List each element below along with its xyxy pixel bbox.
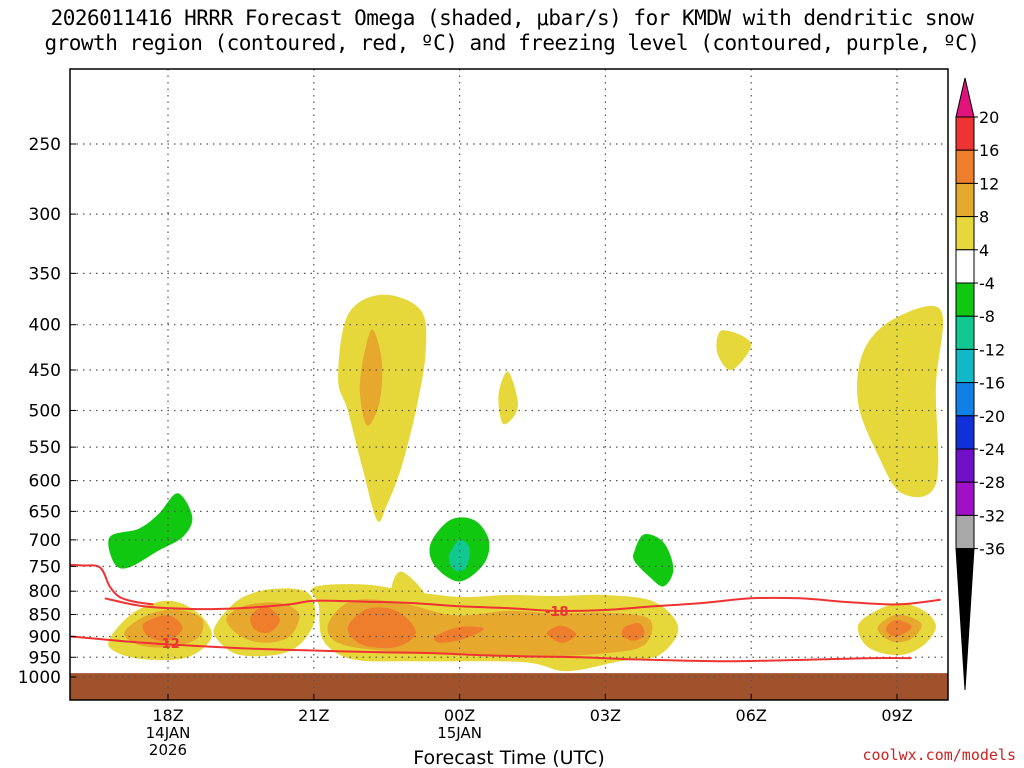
- omega-region-19: [621, 623, 645, 641]
- colorbar-label: -32: [979, 506, 1005, 525]
- y-tick-label: 450: [29, 361, 61, 381]
- colorbar-label: -20: [979, 407, 1005, 426]
- colorbar: 20 16 12 8 4 -4 -8 -12 -16 -20 -24 -28 -32 -36: [955, 77, 1005, 691]
- title-line-2: growth region (contoured, red, ºC) and f…: [44, 31, 980, 55]
- credit-link[interactable]: coolwx.com/models: [862, 746, 1016, 764]
- colorbar-label: -4: [979, 274, 995, 293]
- colorbar-label: -36: [979, 540, 1005, 559]
- x-tick-sublabel: 2026: [149, 741, 187, 759]
- y-axis: 2503003504004505005506006507007508008509…: [18, 135, 76, 688]
- omega-region-6: [716, 330, 752, 371]
- colorbar-label: -28: [979, 473, 1005, 492]
- colorbar-box-2: [955, 149, 975, 184]
- colorbar-label: -24: [979, 440, 1005, 459]
- ground-layer: [70, 673, 948, 700]
- omega-region-14: [142, 615, 183, 642]
- x-tick-label: 21Z: [298, 706, 329, 725]
- x-tick-sublabel: 15JAN: [437, 724, 482, 742]
- colorbar-box-12: [955, 481, 975, 516]
- colorbar-label: 16: [979, 141, 999, 160]
- colorbar-box-6: [955, 282, 975, 317]
- y-tick-label: 550: [29, 438, 61, 458]
- x-tick-label: 06Z: [736, 706, 767, 725]
- omega-region-23: [633, 534, 674, 587]
- plot-border: [69, 68, 949, 701]
- colorbar-bottom-arrow: [955, 548, 975, 691]
- title-line-1: 2026011416 HRRR Forecast Omega (shaded, …: [50, 6, 974, 30]
- colorbar-box-3: [955, 182, 975, 218]
- colorbar-label: -8: [979, 307, 995, 326]
- omega-region-18: [547, 625, 577, 643]
- y-tick-label: 950: [29, 648, 61, 668]
- ground-fill: [70, 673, 948, 700]
- y-tick-label: 850: [29, 606, 61, 626]
- omega-region-7: [857, 305, 944, 498]
- y-tick-label: 700: [29, 531, 61, 551]
- y-tick-label: 350: [29, 264, 61, 284]
- omega-region-17: [434, 626, 484, 643]
- x-axis-label: Forecast Time (UTC): [413, 747, 604, 768]
- omega-region-11: [327, 599, 653, 657]
- colorbar-box-11: [955, 448, 975, 483]
- colorbar-box-8: [955, 348, 975, 384]
- colorbar-box-10: [955, 415, 975, 450]
- y-tick-label: 600: [29, 472, 61, 492]
- x-tick-label: 00Z: [444, 706, 475, 725]
- omega-region-20: [886, 619, 912, 637]
- y-tick-label: 250: [29, 135, 61, 155]
- y-tick-label: 300: [29, 205, 61, 225]
- contour-0: [104, 596, 941, 612]
- omega-region-21: [108, 493, 193, 569]
- omega-region-24: [448, 539, 470, 572]
- omega-region-12: [359, 329, 383, 426]
- colorbar-label: 12: [979, 174, 999, 193]
- y-tick-label: 750: [29, 557, 61, 577]
- omega-region-3: [338, 294, 427, 522]
- contour-label: -12: [156, 637, 180, 652]
- colorbar-top-arrow: [955, 77, 975, 118]
- contour-1: [70, 563, 154, 606]
- colorbar-box-5: [955, 249, 975, 284]
- omega-region-15: [250, 606, 280, 634]
- omega-shading: [108, 294, 944, 672]
- colorbar-box-7: [955, 315, 975, 350]
- colorbar-box-13: [955, 514, 975, 550]
- colorbar-box-1: [955, 116, 975, 151]
- contour-label: -18: [545, 605, 569, 620]
- x-tick-label: 18Z: [152, 706, 183, 725]
- y-tick-label: 400: [29, 316, 61, 336]
- grid-lines: [70, 69, 948, 700]
- colorbar-box-9: [955, 382, 975, 417]
- x-tick-label: 03Z: [590, 706, 621, 725]
- colorbar-box-4: [955, 216, 975, 251]
- y-tick-label: 500: [29, 402, 61, 422]
- colorbar-label: -12: [979, 340, 1005, 359]
- x-tick-sublabel: 14JAN: [146, 724, 191, 742]
- contour-2: [70, 635, 912, 663]
- omega-region-16: [347, 607, 416, 649]
- y-tick-label: 900: [29, 627, 61, 647]
- y-tick-label: 800: [29, 582, 61, 602]
- colorbar-label: 4: [979, 241, 989, 260]
- omega-region-4: [391, 571, 426, 606]
- omega-region-5: [498, 371, 518, 425]
- colorbar-label: 20: [979, 108, 999, 127]
- colorbar-label: 8: [979, 208, 989, 227]
- chart-title: 2026011416 HRRR Forecast Omega (shaded, …: [0, 6, 1024, 56]
- x-tick-label: 09Z: [881, 706, 912, 725]
- colorbar-label: -16: [979, 374, 1005, 393]
- y-tick-label: 650: [29, 502, 61, 522]
- y-tick-label: 1000: [18, 668, 61, 688]
- temperature-contours: -18 -12: [70, 563, 941, 663]
